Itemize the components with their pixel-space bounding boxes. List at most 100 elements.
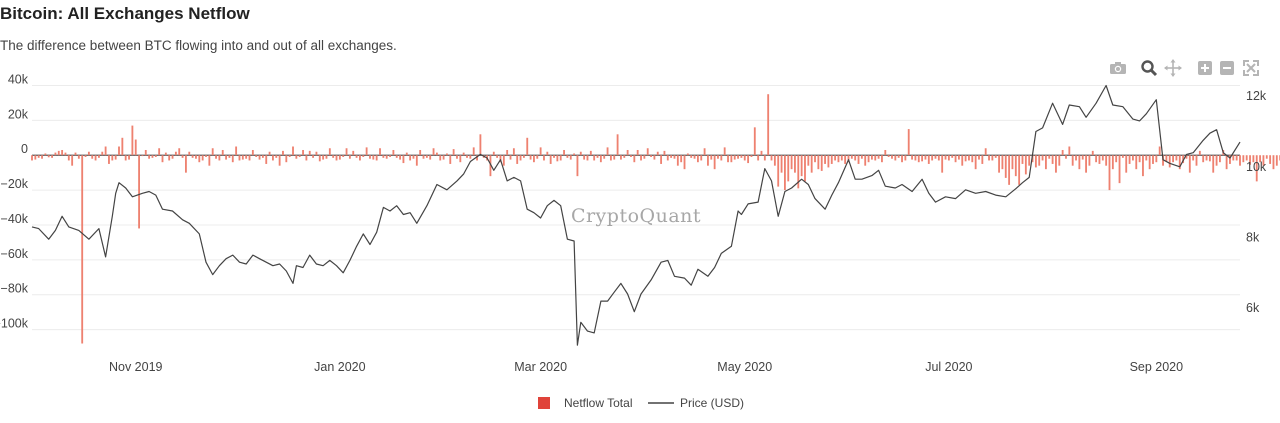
netflow-bar [47, 155, 50, 158]
netflow-bar [964, 155, 967, 162]
netflow-bar [1061, 149, 1064, 156]
netflow-bar [379, 148, 381, 156]
netflow-bar [211, 148, 214, 156]
netflow-bar [452, 149, 455, 156]
netflow-bar [509, 155, 512, 160]
netflow-bar [1192, 155, 1195, 161]
netflow-bar [352, 150, 355, 156]
netflow-bar [1232, 155, 1235, 161]
zoom-icon[interactable] [1139, 58, 1159, 78]
netflow-bar [1024, 155, 1027, 175]
legend-swatch-netflow[interactable] [538, 397, 550, 409]
netflow-bar [723, 147, 726, 156]
netflow-bar [961, 155, 964, 166]
page-subtitle: The difference between BTC flowing into … [0, 38, 397, 53]
netflow-bar [272, 155, 274, 161]
netflow-bar [1239, 155, 1241, 166]
netflow-bar [1265, 155, 1268, 159]
netflow-bar [248, 155, 251, 161]
legend[interactable]: Netflow Total Price (USD) [538, 396, 744, 410]
camera-icon[interactable] [1108, 58, 1128, 78]
netflow-bar [737, 155, 739, 159]
netflow-bar [1259, 155, 1261, 163]
netflow-bar [596, 155, 599, 158]
netflow-bar [763, 155, 766, 161]
netflow-bar [864, 155, 867, 166]
netflow-bar [1058, 155, 1061, 166]
netflow-bar [988, 155, 990, 161]
netflow-bar [690, 155, 693, 158]
netflow-bar [375, 155, 378, 161]
y-left-tick-label: 20k [8, 107, 29, 121]
netflow-bar [907, 129, 910, 156]
netflow-bar [957, 155, 960, 160]
x-tick-label: Jul 2020 [925, 360, 972, 374]
netflow-bar [609, 155, 612, 161]
netflow-bar [496, 155, 499, 158]
pan-icon[interactable] [1163, 58, 1183, 78]
netflow-bar [606, 147, 609, 156]
legend-label-price[interactable]: Price (USD) [680, 396, 744, 410]
netflow-bar [121, 137, 124, 156]
netflow-bar [138, 155, 141, 229]
netflow-bar [773, 155, 776, 166]
zoom-out-icon[interactable] [1217, 58, 1237, 78]
netflow-bar [884, 149, 887, 156]
netflow-bar [797, 155, 800, 189]
netflow-bar [87, 151, 90, 156]
y-right-tick-label: 8k [1246, 230, 1260, 244]
x-tick-label: Sep 2020 [1130, 360, 1184, 374]
netflow-bar [780, 155, 783, 173]
netflow-bar [623, 155, 626, 158]
netflow-bar [228, 155, 231, 158]
netflow-bar [857, 155, 860, 164]
netflow-bar [1034, 155, 1037, 168]
netflow-bar [589, 150, 592, 156]
legend-label-netflow[interactable]: Netflow Total [564, 396, 632, 410]
netflow-bar [650, 155, 652, 157]
netflow-bar [1068, 146, 1071, 156]
autoscale-icon[interactable] [1241, 58, 1261, 78]
netflow-bar [338, 155, 341, 160]
netflow-bar [34, 155, 37, 160]
netflow-bar [1085, 155, 1087, 173]
netflow-bar [1165, 155, 1168, 162]
netflow-bar [499, 155, 502, 163]
netflow-bar [522, 155, 525, 158]
axes: 40k 20k 0 −20k −40k −60k −80k −100k 12k 10k 8k 6k No… [0, 72, 1267, 374]
netflow-bar [154, 155, 157, 157]
netflow-bar [743, 155, 746, 161]
zoom-in-icon[interactable] [1195, 58, 1215, 78]
netflow-bar [345, 148, 348, 156]
netflow-bar [94, 155, 97, 161]
netflow-bar [144, 149, 147, 156]
netflow-bar [566, 155, 569, 158]
netflow-bar [432, 148, 435, 156]
netflow-bar [804, 155, 806, 182]
netflow-bar [54, 152, 57, 156]
netflow-bar [235, 146, 238, 156]
netflow-bar [128, 155, 130, 160]
netflow-bar [951, 155, 954, 158]
netflow-bars [31, 94, 1280, 344]
netflow-bar [994, 155, 997, 158]
netflow-bar [318, 155, 321, 162]
netflow-bar [599, 155, 602, 163]
netflow-bar [402, 155, 405, 164]
netflow-bar [1004, 155, 1007, 178]
netflow-bar [1155, 155, 1158, 163]
netflow-bar [1208, 155, 1211, 162]
netflow-bar [1242, 155, 1245, 163]
netflow-bar [874, 155, 877, 161]
netflow-bar [814, 155, 816, 163]
netflow-bar [867, 155, 870, 163]
netflow-bar [720, 155, 723, 161]
netflow-bar [1152, 155, 1154, 164]
netflow-bar [91, 155, 94, 159]
page-title: Bitcoin: All Exchanges Netflow [0, 4, 250, 23]
netflow-bar [603, 155, 606, 159]
netflow-bar [777, 155, 780, 187]
netflow-bar [382, 155, 385, 158]
netflow-bar [268, 151, 271, 156]
